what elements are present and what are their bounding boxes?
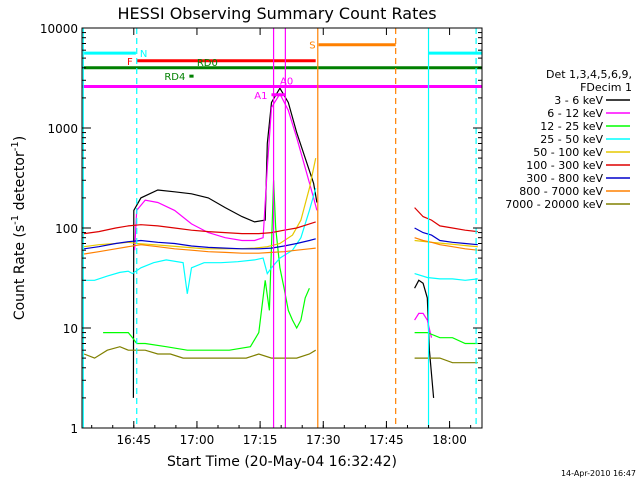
legend-label-0: 3 - 6 keV xyxy=(554,94,603,107)
series-line-5-seg-1 xyxy=(414,207,478,233)
series-line-0-seg-0 xyxy=(132,87,318,398)
y-tick-label-3: 1000 xyxy=(47,122,78,136)
y-axis-label-mid: detector xyxy=(12,151,28,215)
y-axis-label-end: ) xyxy=(12,136,28,141)
series-line-7-seg-1 xyxy=(414,237,478,251)
series-line-2-seg-1 xyxy=(414,332,478,345)
overlay-label-6: S xyxy=(309,41,315,52)
series-line-3-seg-1 xyxy=(414,273,478,281)
y-axis-label-sup: -1 xyxy=(10,215,21,225)
series-line-3-seg-0 xyxy=(84,188,317,294)
x-axis-label: Start Time (20-May-04 16:32:42) xyxy=(167,454,397,470)
y-axis-label-main: Count Rate (s xyxy=(12,225,28,320)
overlay-label-3: RD4 xyxy=(164,72,185,83)
series-line-7-seg-0 xyxy=(84,244,316,255)
x-tick-label-4: 17:45 xyxy=(369,433,404,447)
series-line-6-seg-1 xyxy=(414,227,478,246)
y-tick-label-4: 10000 xyxy=(40,22,78,36)
series-line-8-seg-0 xyxy=(83,346,317,359)
y-axis-label-sup2: -1 xyxy=(10,141,21,151)
legend-label-1: 6 - 12 keV xyxy=(547,107,603,120)
legend-label-7: 800 - 7000 keV xyxy=(519,185,603,198)
series-line-0-seg-1 xyxy=(414,279,435,398)
overlay-label-0: N xyxy=(140,49,147,60)
x-axis: 16:45 17:00 17:15 17:30 17:45 18:00 xyxy=(91,28,472,447)
overlay-label-4: A1 xyxy=(254,91,267,102)
x-tick-label-5: 18:00 xyxy=(432,433,467,447)
legend-header-0: Det 1,3,4,5,6,9, xyxy=(546,68,632,81)
series-line-8-seg-1 xyxy=(414,357,478,364)
legend-label-8: 7000 - 20000 keV xyxy=(505,198,603,211)
series-line-1-seg-0 xyxy=(134,92,318,251)
overlay-label-1: F xyxy=(127,57,133,68)
series-layer xyxy=(83,87,478,398)
overlay-layer: NF RD0 RD4 A1 A0 S xyxy=(82,41,482,102)
footer-timestamp: 14-Apr-2010 16:47 xyxy=(561,469,636,478)
overlay-label-2: RD0 xyxy=(197,58,218,69)
y-tick-label-2: 100 xyxy=(55,222,78,236)
legend-label-4: 50 - 100 keV xyxy=(533,146,603,159)
legend-label-3: 25 - 50 keV xyxy=(540,133,603,146)
y-axis-label: Count Rate (s-1 detector-1) xyxy=(10,136,28,320)
legend-label-2: 12 - 25 keV xyxy=(540,120,603,133)
series-line-5-seg-0 xyxy=(84,221,316,235)
series-line-6-seg-0 xyxy=(84,238,316,250)
legend-label-5: 100 - 300 keV xyxy=(526,159,603,172)
chart-title: HESSI Observing Summary Count Rates xyxy=(117,4,436,23)
series-line-2-seg-0 xyxy=(103,180,310,351)
y-tick-label-0: 1 xyxy=(70,422,78,436)
overlay-label-5: A0 xyxy=(280,77,293,88)
legend-label-6: 300 - 800 keV xyxy=(526,172,603,185)
x-tick-label-0: 16:45 xyxy=(116,433,151,447)
legend-header-1: FDecim 1 xyxy=(580,81,632,94)
x-tick-label-2: 17:15 xyxy=(243,433,278,447)
y-tick-label-1: 10 xyxy=(63,322,78,336)
x-tick-label-1: 17:00 xyxy=(180,433,215,447)
y-axis: 1 10 100 1000 10000 xyxy=(40,22,482,436)
series-line-4-seg-0 xyxy=(84,157,317,250)
x-tick-label-3: 17:30 xyxy=(306,433,341,447)
